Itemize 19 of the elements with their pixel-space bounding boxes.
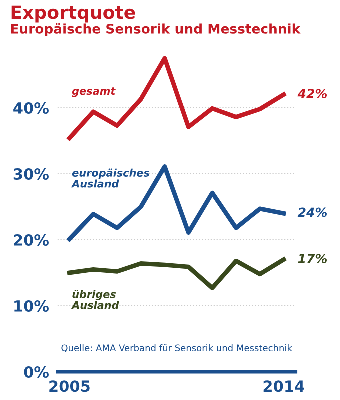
line-series — [67, 164, 286, 242]
y-tick-label: 30% — [14, 168, 49, 180]
series-label: übriges Ausland — [71, 290, 120, 310]
chart-title: Exportquote — [12, 6, 136, 23]
series-label: gesamt — [72, 88, 116, 98]
data-label: 24% — [298, 208, 328, 218]
y-tick-label: 20% — [14, 234, 49, 246]
series-label: europäisches Ausland — [71, 168, 150, 188]
data-label: 42% — [298, 88, 328, 98]
data-label: 17% — [298, 254, 328, 264]
chart-subtitle: Europäische Sensorik und Messtechnik — [11, 24, 301, 36]
y-tick-label: 0% — [24, 366, 49, 378]
line-series — [67, 56, 286, 141]
y-tick-label: 40% — [14, 102, 49, 114]
x-tick-label: 2014 — [264, 380, 304, 392]
line-series — [67, 258, 286, 290]
x-tick-label: 2005 — [50, 380, 90, 392]
y-tick-label: 10% — [14, 300, 49, 312]
annotation: Quelle: AMA Verband für Sensorik und Messtechnik — [62, 344, 292, 353]
